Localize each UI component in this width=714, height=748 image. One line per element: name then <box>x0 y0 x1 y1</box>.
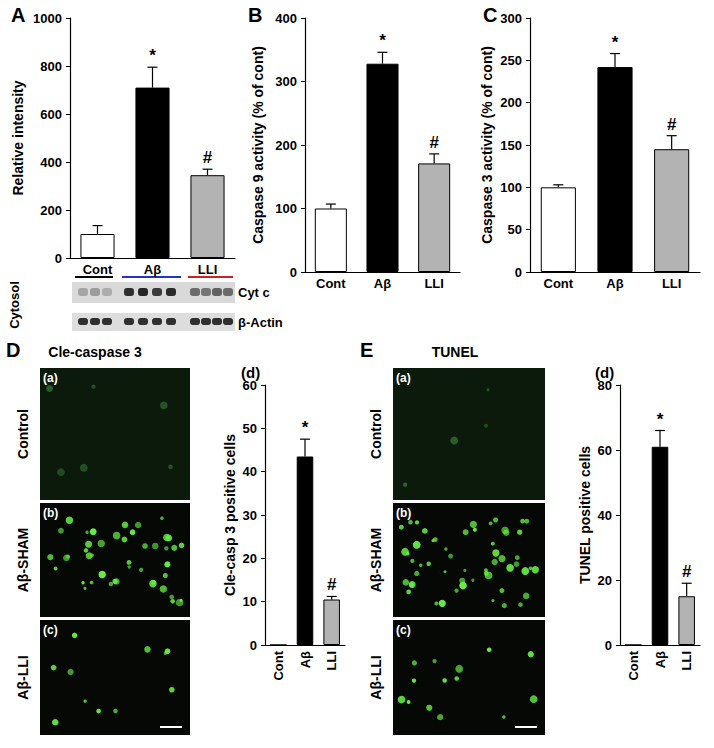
svg-text:(b): (b) <box>396 506 411 520</box>
svg-text:LLI: LLI <box>679 651 694 671</box>
svg-text:TUNEL: TUNEL <box>432 344 479 360</box>
svg-text:Cont: Cont <box>316 276 346 291</box>
svg-text:Caspase 9 activity (% of cont): Caspase 9 activity (% of cont) <box>250 46 266 244</box>
svg-text:*: * <box>379 31 386 50</box>
svg-text:Aβ: Aβ <box>606 276 623 291</box>
svg-text:300: 300 <box>275 74 297 89</box>
svg-text:Cont: Cont <box>271 650 286 680</box>
svg-text:Cont: Cont <box>544 276 574 291</box>
svg-text:Aβ: Aβ <box>653 651 668 668</box>
svg-text:#: # <box>327 575 337 594</box>
svg-text:D: D <box>6 339 20 361</box>
svg-text:LLI: LLI <box>198 262 218 277</box>
svg-text:Aβ: Aβ <box>144 262 161 277</box>
svg-text:Cle-casp 3 positive cells: Cle-casp 3 positive cells <box>222 434 238 596</box>
svg-text:150: 150 <box>500 138 522 153</box>
svg-text:10: 10 <box>243 594 257 609</box>
svg-text:0: 0 <box>515 265 522 280</box>
svg-text:0: 0 <box>290 265 297 280</box>
svg-text:(a): (a) <box>43 371 58 385</box>
svg-text:(d): (d) <box>595 364 614 381</box>
svg-text:Cont: Cont <box>626 650 641 680</box>
svg-text:200: 200 <box>40 203 62 218</box>
svg-text:800: 800 <box>40 59 62 74</box>
svg-text:Aβ: Aβ <box>374 276 391 291</box>
svg-text:LLI: LLI <box>662 276 682 291</box>
svg-text:Aβ-LLI: Aβ-LLI <box>15 655 31 699</box>
svg-text:(b): (b) <box>43 506 58 520</box>
svg-text:40: 40 <box>243 464 257 479</box>
svg-text:Cyt c: Cyt c <box>238 285 270 300</box>
svg-text:Cont: Cont <box>83 262 113 277</box>
svg-text:50: 50 <box>508 222 522 237</box>
svg-text:Aβ-SHAM: Aβ-SHAM <box>368 528 384 593</box>
svg-text:(c): (c) <box>43 623 58 637</box>
svg-text:E: E <box>360 339 373 361</box>
svg-text:Cytosol: Cytosol <box>7 281 22 329</box>
svg-text:100: 100 <box>275 201 297 216</box>
svg-text:Control: Control <box>15 409 31 459</box>
svg-text:Cle-caspase 3: Cle-caspase 3 <box>48 344 142 360</box>
svg-text:(a): (a) <box>396 371 411 385</box>
svg-text:#: # <box>203 148 213 167</box>
svg-text:Caspase 3 activity (% of cont): Caspase 3 activity (% of cont) <box>479 46 495 244</box>
svg-text:A: A <box>11 4 25 26</box>
svg-text:#: # <box>682 562 692 581</box>
svg-text:#: # <box>429 133 439 152</box>
svg-text:*: * <box>302 418 309 437</box>
svg-text:60: 60 <box>242 377 257 393</box>
svg-text:Relative intensity: Relative intensity <box>10 80 26 195</box>
svg-text:Aβ-LLI: Aβ-LLI <box>368 655 384 699</box>
svg-text:*: * <box>657 410 664 429</box>
svg-text:Aβ-SHAM: Aβ-SHAM <box>15 528 31 593</box>
svg-text:250: 250 <box>500 53 522 68</box>
svg-text:*: * <box>612 33 619 52</box>
svg-text:β-Actin: β-Actin <box>238 315 283 330</box>
svg-text:400: 400 <box>275 11 297 26</box>
svg-text:300: 300 <box>500 11 522 26</box>
svg-text:0: 0 <box>250 638 257 653</box>
svg-text:B: B <box>248 4 262 26</box>
svg-text:400: 400 <box>40 155 62 170</box>
svg-text:(d): (d) <box>241 364 260 381</box>
svg-text:50: 50 <box>243 421 257 436</box>
svg-text:LLI: LLI <box>324 651 339 671</box>
svg-text:100: 100 <box>500 180 522 195</box>
svg-text:40: 40 <box>598 508 612 523</box>
svg-text:30: 30 <box>243 508 257 523</box>
svg-text:80: 80 <box>597 377 612 393</box>
svg-text:200: 200 <box>500 95 522 110</box>
svg-text:60: 60 <box>598 443 612 458</box>
svg-text:20: 20 <box>243 551 257 566</box>
svg-text:TUNEL positive cells: TUNEL positive cells <box>577 446 593 584</box>
svg-text:*: * <box>149 46 156 65</box>
svg-text:C: C <box>483 4 497 26</box>
svg-text:0: 0 <box>605 638 612 653</box>
svg-text:Aβ: Aβ <box>298 651 313 668</box>
svg-text:600: 600 <box>40 107 62 122</box>
svg-text:LLI: LLI <box>424 276 444 291</box>
svg-text:200: 200 <box>275 138 297 153</box>
svg-text:(c): (c) <box>396 623 411 637</box>
svg-text:0: 0 <box>55 251 62 266</box>
svg-text:1000: 1000 <box>33 11 62 26</box>
svg-text:Control: Control <box>368 409 384 459</box>
svg-text:#: # <box>667 115 677 134</box>
svg-text:20: 20 <box>598 573 612 588</box>
